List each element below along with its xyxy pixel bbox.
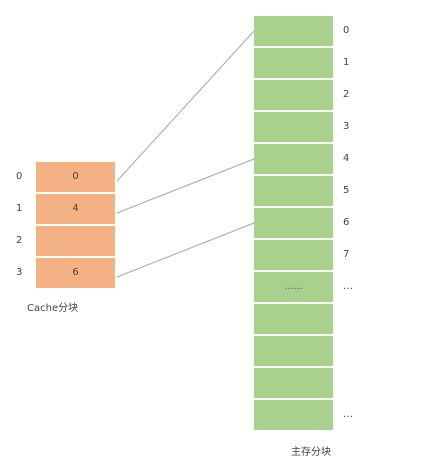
cache-caption: Cache分块: [27, 303, 79, 314]
memory-block: [254, 16, 333, 46]
memory-block: [254, 400, 333, 430]
memory-block: [254, 176, 333, 206]
memory-index-label: 7: [343, 249, 350, 260]
memory-index-label: …: [343, 409, 353, 420]
memory-block: [254, 48, 333, 78]
memory-block: [254, 80, 333, 110]
memory-index-label: 0: [343, 25, 350, 36]
memory-index-label: …: [343, 281, 353, 292]
cache-block: 6: [36, 258, 115, 288]
memory-index-label: 3: [343, 121, 350, 132]
memory-block: ……: [254, 272, 333, 302]
memory-block: [254, 240, 333, 270]
memory-index-label: 6: [343, 217, 350, 228]
cache-block: 0: [36, 162, 115, 192]
mapping-line: [116, 30, 255, 182]
memory-block: [254, 144, 333, 174]
cache-block: 4: [36, 194, 115, 224]
memory-index-label: 4: [343, 153, 350, 164]
memory-block: [254, 112, 333, 142]
memory-block: [254, 336, 333, 366]
cache-index-label: 3: [16, 267, 23, 278]
cache-index-label: 2: [16, 235, 23, 246]
mapping-line: [116, 222, 255, 278]
memory-caption: 主存分块: [291, 447, 331, 458]
cache-index-label: 1: [16, 203, 23, 214]
memory-index-label: 1: [343, 57, 350, 68]
mapping-line: [116, 158, 255, 214]
cache-block: [36, 226, 115, 256]
cache-index-label: 0: [16, 171, 23, 182]
memory-block: [254, 368, 333, 398]
memory-block: [254, 304, 333, 334]
memory-index-label: 2: [343, 89, 350, 100]
memory-block: [254, 208, 333, 238]
memory-index-label: 5: [343, 185, 350, 196]
